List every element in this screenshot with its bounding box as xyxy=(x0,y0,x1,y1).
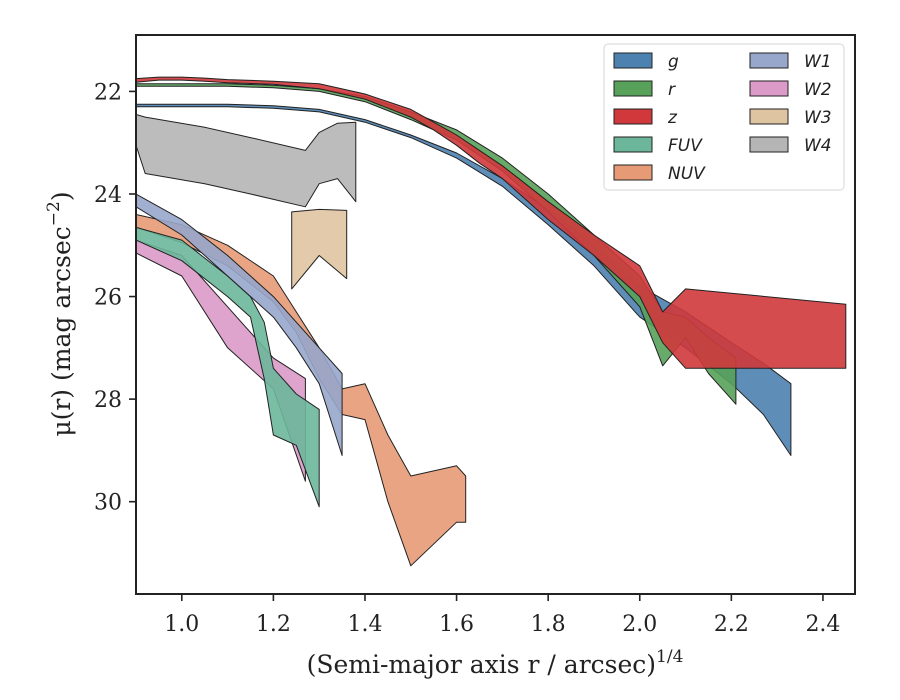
y-axis: 22 24 26 28 30 xyxy=(94,80,136,516)
legend-label-r: r xyxy=(668,80,676,100)
x-tick-label: 1.8 xyxy=(531,612,566,637)
band-g xyxy=(136,103,792,456)
x-axis-label: (Semi-major axis r / arcsec)1/4 xyxy=(307,647,684,679)
legend-swatch-w4 xyxy=(749,136,789,153)
band-w3 xyxy=(291,208,348,290)
legend: grz FUV NUV W1 W2 W3 W4 xyxy=(603,43,845,191)
x-tick-label: 1.6 xyxy=(439,612,474,637)
y-axis-label-exponent: −2 xyxy=(44,201,64,226)
legend-swatch-w3 xyxy=(749,108,789,125)
legend-swatch-r xyxy=(613,80,653,97)
x-tick-label: 1.0 xyxy=(164,612,199,637)
y-tick-label: 22 xyxy=(94,80,122,105)
legend-swatch-w2 xyxy=(749,80,789,97)
band-w1 xyxy=(136,193,343,456)
legend-label-w3: W3 xyxy=(804,108,832,128)
y-axis-label: μ(r) (mag arcsec−2) xyxy=(44,191,76,436)
legend-swatch-fuv xyxy=(613,136,653,153)
legend-swatch-g xyxy=(613,52,653,69)
legend-label-w2: W2 xyxy=(804,80,832,100)
legend-swatch-z xyxy=(613,108,653,125)
legend-label-nuv: NUV xyxy=(668,164,706,184)
legend-label-g: g xyxy=(668,52,679,72)
legend-label-w4: W4 xyxy=(804,136,832,156)
y-axis-label-close: ) xyxy=(47,191,76,201)
legend-swatch-w1 xyxy=(749,52,789,69)
x-tick-label: 2.4 xyxy=(805,612,840,637)
band-z xyxy=(136,76,847,369)
y-tick-label: 24 xyxy=(94,183,122,208)
x-axis-label-exponent: 1/4 xyxy=(656,647,683,667)
x-axis-label-main: (Semi-major axis r / arcsec) xyxy=(307,650,656,679)
legend-label-z: z xyxy=(667,108,678,128)
band-w4 xyxy=(136,114,357,208)
legend-swatch-nuv xyxy=(613,164,653,181)
x-tick-label: 1.4 xyxy=(347,612,382,637)
y-tick-label: 26 xyxy=(94,286,122,311)
legend-label-fuv: FUV xyxy=(668,136,703,156)
y-axis-label-main: μ(r) (mag arcsec xyxy=(47,226,76,436)
x-axis: 1.0 1.2 1.4 1.6 1.8 2.0 2.2 2.4 xyxy=(164,594,840,637)
y-tick-label: 30 xyxy=(94,491,122,516)
legend-label-w1: W1 xyxy=(804,52,832,72)
x-tick-label: 2.2 xyxy=(714,612,749,637)
x-tick-label: 2.0 xyxy=(622,612,657,637)
y-tick-label: 28 xyxy=(94,388,122,413)
plot-frame xyxy=(135,34,856,595)
band-layer xyxy=(136,76,847,567)
x-tick-label: 1.2 xyxy=(256,612,291,637)
